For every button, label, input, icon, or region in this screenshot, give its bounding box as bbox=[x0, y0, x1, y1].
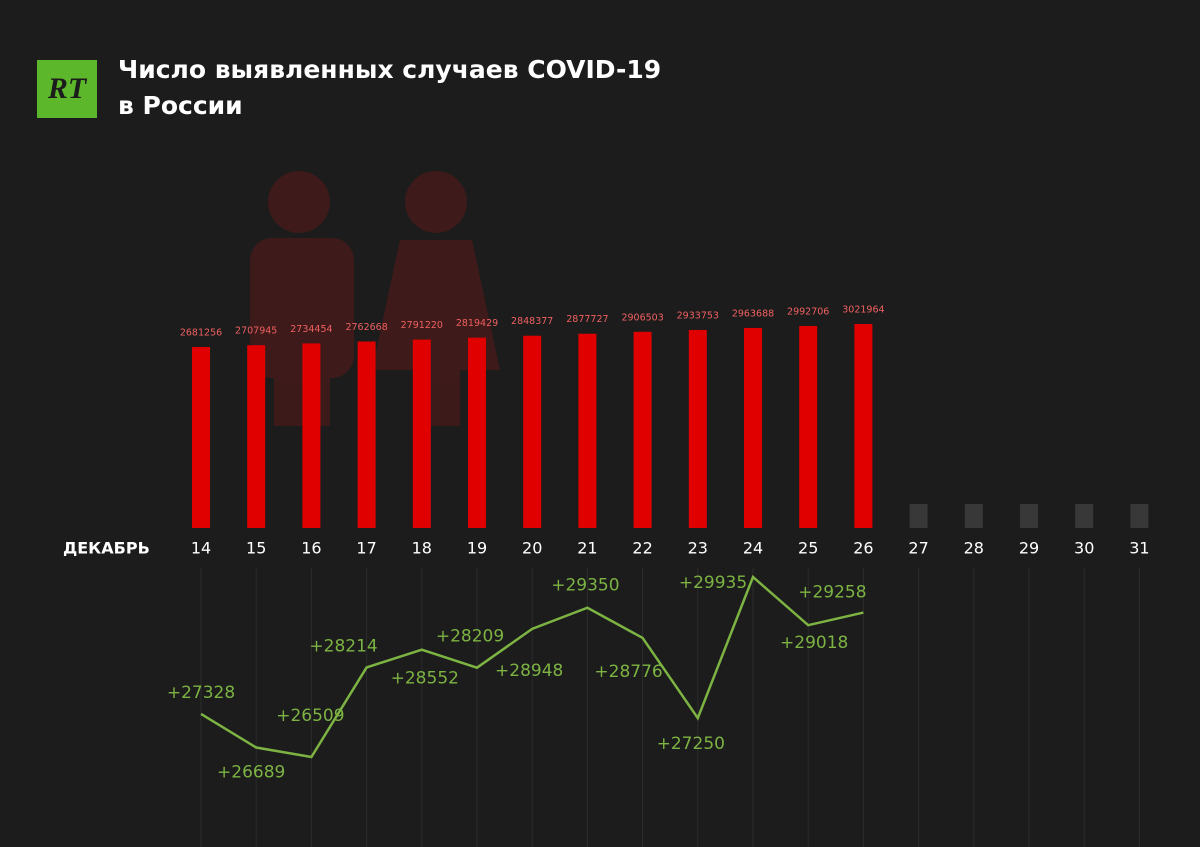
x-tick-label: 23 bbox=[688, 539, 708, 558]
logo: RT bbox=[37, 60, 97, 118]
x-tick-label: 25 bbox=[798, 539, 818, 558]
data-label: 2933753 bbox=[677, 310, 719, 321]
x-tick-label: 22 bbox=[632, 539, 652, 558]
bar bbox=[854, 324, 873, 528]
data-label: 2791220 bbox=[401, 320, 443, 331]
data-label: +28552 bbox=[391, 669, 459, 689]
x-tick-label: 29 bbox=[1019, 539, 1039, 558]
data-label: +28214 bbox=[309, 636, 377, 656]
x-tick-label: 28 bbox=[964, 539, 984, 558]
x-tick-label: 16 bbox=[301, 539, 321, 558]
bar bbox=[357, 341, 376, 528]
x-tick-label: 17 bbox=[356, 539, 376, 558]
bar bbox=[799, 325, 818, 528]
data-label: 2963688 bbox=[732, 308, 774, 319]
bar bbox=[192, 346, 210, 528]
bar bbox=[523, 335, 542, 528]
data-label: +27328 bbox=[167, 683, 235, 703]
data-label: 2762668 bbox=[345, 322, 387, 333]
data-label: +29350 bbox=[551, 576, 619, 596]
placeholder bbox=[1075, 504, 1094, 528]
data-label: +26689 bbox=[217, 763, 285, 783]
data-label: 2848377 bbox=[511, 316, 553, 327]
data-label: +29018 bbox=[780, 633, 848, 653]
chart-title: Число выявленных случаев COVID-19 в Росс… bbox=[118, 55, 662, 120]
bar bbox=[302, 343, 321, 528]
data-label: +28776 bbox=[594, 662, 662, 682]
bar bbox=[578, 333, 597, 528]
data-label: 2681256 bbox=[180, 327, 222, 338]
bar bbox=[633, 331, 652, 528]
x-tick-label: 19 bbox=[467, 539, 487, 558]
data-label: +26509 bbox=[276, 706, 344, 726]
x-axis-label: ДЕКАБРЬ bbox=[63, 539, 150, 558]
data-label: 3021964 bbox=[842, 305, 884, 316]
data-label: 2992706 bbox=[787, 306, 829, 317]
placeholder bbox=[964, 504, 983, 528]
x-tick-label: 14 bbox=[191, 539, 211, 558]
placeholder bbox=[909, 504, 928, 528]
x-tick-label: 18 bbox=[412, 539, 432, 558]
x-tick-label: 27 bbox=[908, 539, 928, 558]
data-label: 2819429 bbox=[456, 318, 498, 329]
data-label: 2734454 bbox=[290, 324, 332, 335]
x-tick-label: 24 bbox=[743, 539, 763, 558]
data-label: 2877727 bbox=[566, 314, 608, 325]
x-tick-label: 20 bbox=[522, 539, 542, 558]
data-label: +27250 bbox=[657, 734, 725, 754]
bar bbox=[247, 345, 266, 528]
x-tick-label: 26 bbox=[853, 539, 873, 558]
x-tick-label: 15 bbox=[246, 539, 266, 558]
x-tick-label: 21 bbox=[577, 539, 597, 558]
placeholder bbox=[1130, 504, 1149, 528]
bar bbox=[744, 327, 762, 528]
data-label: +28948 bbox=[495, 661, 563, 681]
x-tick-label: 30 bbox=[1074, 539, 1094, 558]
bar bbox=[688, 329, 707, 528]
data-label: 2707945 bbox=[235, 326, 277, 337]
placeholder bbox=[1020, 504, 1038, 528]
data-label: +29935 bbox=[679, 573, 747, 593]
data-label: +29258 bbox=[798, 583, 866, 603]
line bbox=[200, 574, 864, 759]
bar bbox=[412, 339, 431, 528]
bar bbox=[468, 337, 486, 528]
x-tick-label: 31 bbox=[1129, 539, 1149, 558]
data-label: 2906503 bbox=[621, 312, 663, 323]
data-label: +28209 bbox=[436, 627, 504, 647]
